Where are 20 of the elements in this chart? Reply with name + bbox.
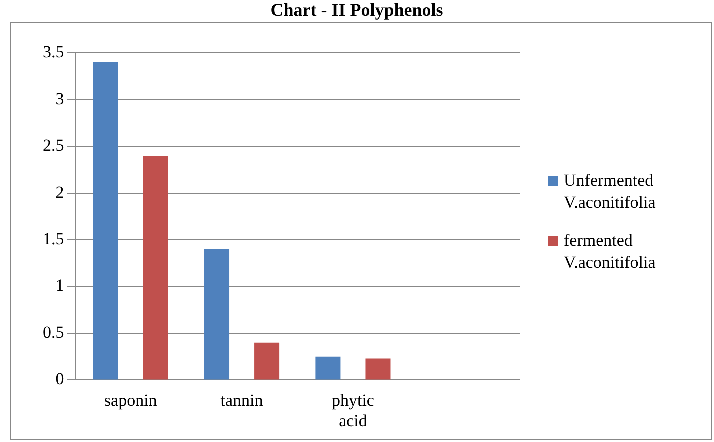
y-tick-label: 3 [56,89,64,108]
y-tick-label: 2 [56,182,64,202]
y-tick-label: 0.5 [43,322,64,342]
bar [254,342,280,380]
y-tick-label: 1.5 [43,230,64,249]
bar [93,62,118,380]
bar [143,156,168,380]
x-tick-label: phytic acid [332,390,375,430]
y-tick-label: 0 [56,370,64,389]
y-tick-label: 2.5 [43,136,64,156]
bar [204,249,230,380]
bar [366,358,391,380]
x-tick-label: tannin [220,390,264,410]
y-tick-label: 3.5 [43,42,64,62]
chart-title: Chart - II Polyphenols [270,0,444,20]
legend-label: Unfermented V.aconitifolia [564,170,657,214]
legend-label: fermented V.aconitifolia [564,230,657,274]
y-tick-label: 1 [56,276,64,296]
x-tick-label: saponin [104,390,158,410]
bar [316,356,341,380]
